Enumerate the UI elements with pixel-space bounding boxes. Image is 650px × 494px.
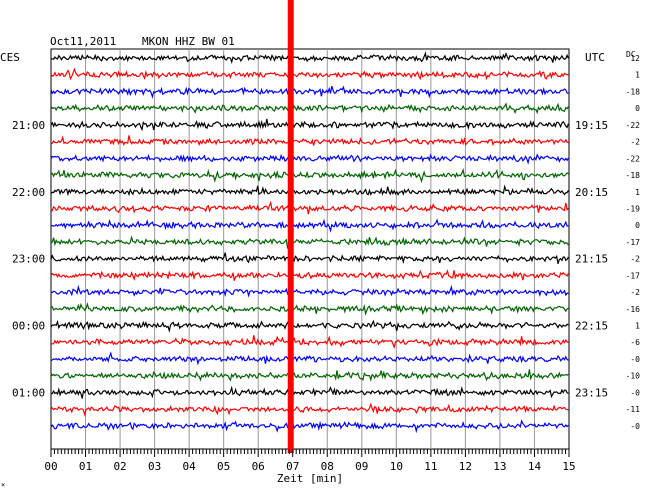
x-tick-label: 13 <box>493 460 506 473</box>
right-hour-label: 22:15 <box>575 320 608 333</box>
left-hour-label: 23:00 <box>12 253 45 266</box>
x-tick-label: 09 <box>355 460 368 473</box>
seismic-trace <box>50 85 569 99</box>
dc-offset-label: 1 <box>635 71 640 80</box>
seismic-trace <box>50 153 569 165</box>
dc-offset-label: -17 <box>626 271 641 280</box>
left-hour-label: 22:00 <box>12 186 45 199</box>
seismic-trace <box>50 51 569 65</box>
dc-offset-label: 12 <box>630 54 640 63</box>
dc-offset-label: -0 <box>630 355 640 364</box>
seismic-trace <box>50 167 569 184</box>
seismic-trace <box>50 419 569 434</box>
seismic-trace <box>50 118 569 132</box>
x-tick-label: 06 <box>252 460 265 473</box>
dc-offset-label: 0 <box>635 104 640 113</box>
dc-offset-label: 1 <box>635 322 640 331</box>
seismic-trace <box>50 369 569 383</box>
right-hour-labels: 19:15 20:15 21:15 22:15 23:15 <box>575 119 608 400</box>
dc-offset-label: -2 <box>630 255 640 264</box>
seismic-trace <box>50 235 569 249</box>
seismic-trace <box>50 319 569 334</box>
x-tick-label: 07 <box>286 460 299 473</box>
event-marker-group <box>287 0 294 453</box>
seismic-trace <box>50 385 569 399</box>
left-timezone-label: CES <box>0 51 20 64</box>
seismic-trace <box>50 335 569 350</box>
x-tick-label: 00 <box>44 460 57 473</box>
x-tick-label: 12 <box>459 460 472 473</box>
header-station: MKON HHZ BW 01 <box>142 35 235 48</box>
seismic-trace <box>50 284 569 298</box>
dc-offset-label: -10 <box>626 372 641 381</box>
corner-mark: × <box>1 481 5 489</box>
dc-offset-label: -0 <box>630 422 640 431</box>
event-marker-line <box>287 0 294 453</box>
seismic-trace <box>50 269 569 282</box>
right-hour-label: 19:15 <box>575 119 608 132</box>
dc-offset-label: -2 <box>630 288 640 297</box>
dc-header-label: DC <box>626 50 636 59</box>
right-hour-label: 23:15 <box>575 386 608 399</box>
header-date: Oct11,2011 <box>50 35 116 48</box>
dc-offset-label: -2 <box>630 138 640 147</box>
dc-offset-label: -6 <box>630 338 640 347</box>
seismic-trace <box>50 102 569 115</box>
x-tick-label: 01 <box>79 460 92 473</box>
x-axis-title: Zeit [min] <box>277 472 343 485</box>
left-hour-label: 21:00 <box>12 119 45 132</box>
seismic-trace <box>50 218 569 233</box>
x-tick-label: 02 <box>113 460 126 473</box>
dc-offset-labels: 12 1 -18 0 -22 -2 -22 -18 1 -19 0 -17 -2 -17 -2 -16 1 -6 -… <box>626 54 641 431</box>
left-hour-label: 01:00 <box>12 386 45 399</box>
dc-offset-label: -16 <box>626 305 641 314</box>
seismic-trace <box>50 301 569 316</box>
dc-offset-label: -0 <box>630 388 640 397</box>
x-tick-label: 04 <box>183 460 197 473</box>
right-hour-label: 21:15 <box>575 253 608 266</box>
x-tick-label: 11 <box>424 460 437 473</box>
x-tick-label: 15 <box>562 460 575 473</box>
seismic-trace <box>50 351 569 366</box>
dc-offset-label: 0 <box>635 221 640 230</box>
dc-offset-label: 1 <box>635 188 640 197</box>
left-hour-labels: 21:00 22:00 23:00 00:00 01:00 <box>12 119 45 400</box>
seismic-trace <box>50 135 569 147</box>
seismic-trace <box>50 184 569 197</box>
dc-offset-label: -19 <box>626 204 641 213</box>
right-timezone-label: UTC <box>585 51 605 64</box>
dc-offset-label: -22 <box>626 121 641 130</box>
dc-offset-label: -18 <box>626 87 641 96</box>
seismic-trace <box>50 200 569 215</box>
dc-offset-label: -17 <box>626 238 641 247</box>
x-tick-label: 05 <box>217 460 230 473</box>
seismic-trace <box>50 402 569 417</box>
seismic-trace <box>50 252 569 265</box>
x-tick-label: 08 <box>321 460 334 473</box>
seismic-trace <box>50 67 569 81</box>
right-hour-label: 20:15 <box>575 186 608 199</box>
x-axis: 00 01 02 03 04 05 06 07 08 09 10 11 12 13 14 15 <box>44 449 576 473</box>
x-tick-label: 10 <box>390 460 403 473</box>
dc-offset-label: -11 <box>626 405 641 414</box>
x-tick-label: 14 <box>528 460 542 473</box>
trace-group <box>50 51 569 434</box>
x-tick-label: 03 <box>148 460 161 473</box>
left-hour-label: 00:00 <box>12 320 45 333</box>
dc-offset-label: -22 <box>626 154 641 163</box>
dc-offset-label: -18 <box>626 171 641 180</box>
chart-grid <box>50 48 570 450</box>
